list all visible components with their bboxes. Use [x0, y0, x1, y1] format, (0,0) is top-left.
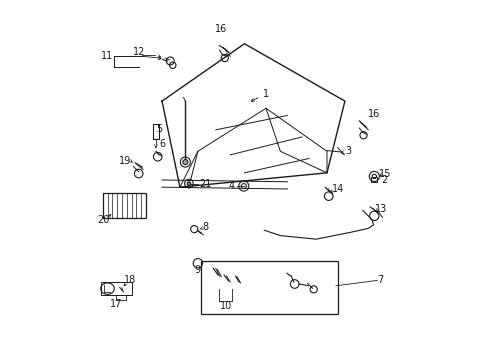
Text: 16: 16 [367, 109, 380, 119]
Bar [201, 261, 337, 315]
Text: 2: 2 [381, 175, 386, 185]
Text: 13: 13 [375, 204, 387, 215]
Text: 6: 6 [160, 139, 165, 149]
Text: 7: 7 [377, 275, 383, 285]
Text: 16: 16 [215, 24, 227, 35]
Bar [370, 177, 376, 182]
Text: 5: 5 [156, 124, 162, 134]
Bar [153, 124, 159, 139]
Bar [102, 193, 145, 218]
Circle shape [183, 159, 187, 165]
Text: 12: 12 [132, 46, 144, 57]
Text: 19: 19 [119, 156, 131, 166]
Text: 11: 11 [101, 51, 113, 61]
Circle shape [187, 182, 190, 185]
Text: 14: 14 [332, 184, 344, 194]
Text: 20: 20 [98, 215, 110, 225]
Text: 4: 4 [228, 181, 235, 191]
Text: 18: 18 [123, 275, 136, 285]
Text: 15: 15 [379, 168, 391, 179]
Text: 3: 3 [345, 145, 351, 156]
Bar [101, 282, 131, 296]
Text: 21: 21 [199, 179, 211, 189]
Text: 10: 10 [219, 301, 231, 311]
Text: 1: 1 [263, 89, 268, 99]
Text: 8: 8 [202, 222, 208, 232]
Text: 17: 17 [110, 299, 122, 309]
Text: 9: 9 [194, 265, 201, 275]
